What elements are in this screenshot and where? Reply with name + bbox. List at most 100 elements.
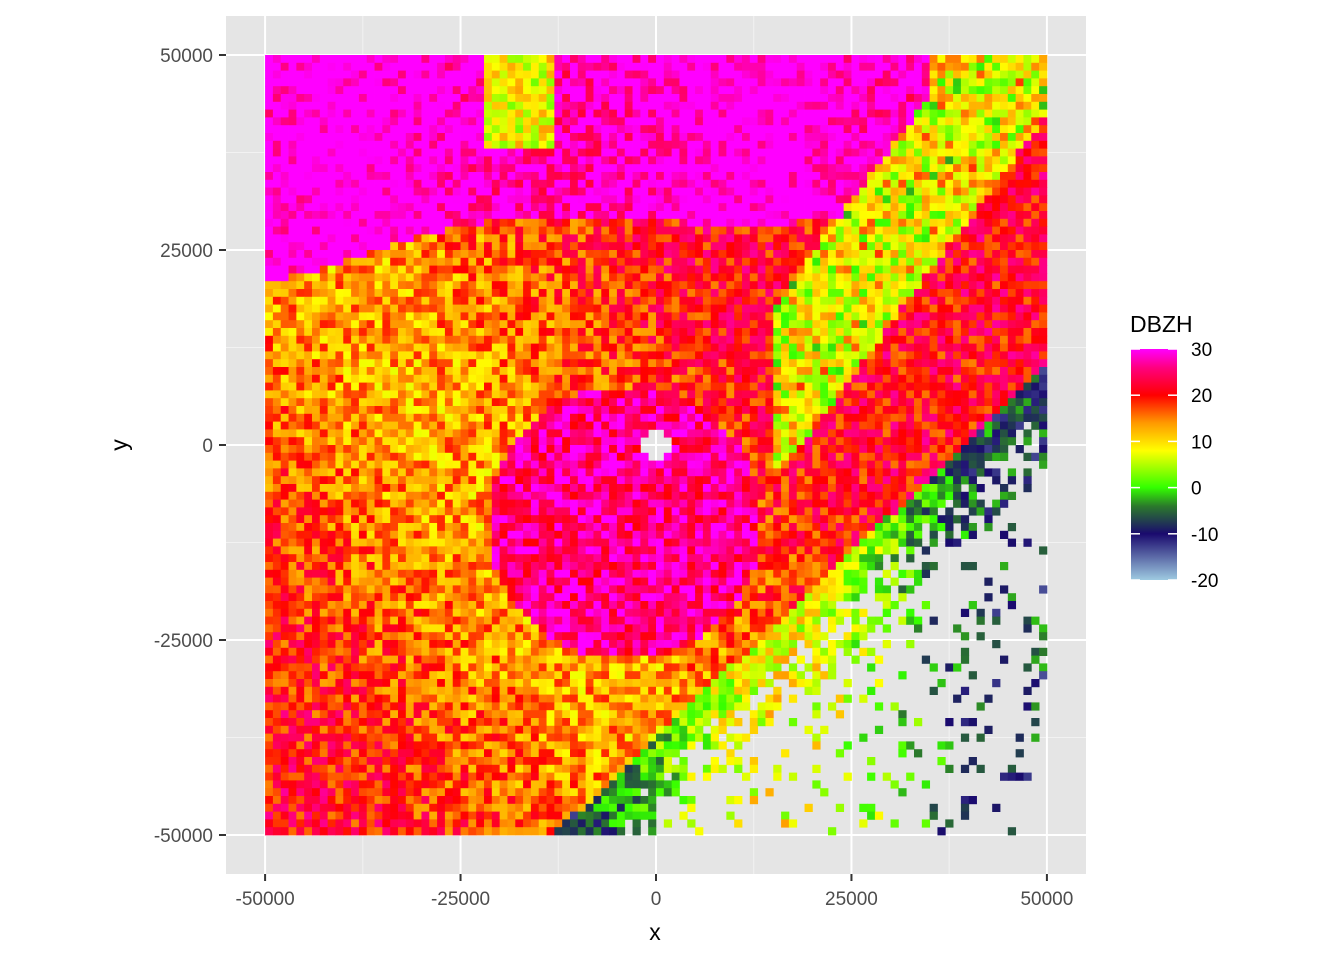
raster-cell <box>805 398 813 406</box>
raster-cell <box>1023 305 1031 313</box>
raster-cell <box>812 63 820 71</box>
raster-cell <box>1031 211 1039 219</box>
raster-cell <box>554 94 562 102</box>
raster-cell <box>398 273 406 281</box>
raster-cell <box>726 281 734 289</box>
raster-cell <box>453 414 461 422</box>
raster-cell <box>1023 359 1031 367</box>
raster-cell <box>851 71 859 79</box>
raster-cell <box>492 266 500 274</box>
raster-cell <box>992 297 1000 305</box>
raster-cell <box>969 78 977 86</box>
raster-cell <box>726 398 734 406</box>
raster-cell <box>633 156 641 164</box>
raster-cell <box>679 125 687 133</box>
raster-cell <box>773 281 781 289</box>
raster-cell <box>570 414 578 422</box>
raster-cell <box>961 367 969 375</box>
raster-cell <box>633 390 641 398</box>
raster-cell <box>851 117 859 125</box>
raster-cell <box>1000 406 1008 414</box>
raster-cell <box>265 110 273 118</box>
raster-cell <box>367 141 375 149</box>
raster-cell <box>984 133 992 141</box>
raster-cell <box>461 94 469 102</box>
raster-cell <box>969 383 977 391</box>
raster-cell <box>719 390 727 398</box>
raster-cell <box>719 422 727 430</box>
raster-cell <box>906 195 914 203</box>
raster-cell <box>359 180 367 188</box>
raster-cell <box>398 55 406 63</box>
raster-cell <box>289 336 297 344</box>
raster-cell <box>789 320 797 328</box>
raster-cell <box>398 227 406 235</box>
raster-cell <box>343 117 351 125</box>
raster-cell <box>1039 195 1047 203</box>
raster-cell <box>711 406 719 414</box>
raster-cell <box>789 422 797 430</box>
raster-cell <box>445 110 453 118</box>
raster-cell <box>531 383 539 391</box>
raster-cell <box>1008 227 1016 235</box>
raster-cell <box>359 156 367 164</box>
raster-cell <box>586 172 594 180</box>
raster-cell <box>859 437 867 445</box>
raster-cell <box>1023 180 1031 188</box>
raster-cell <box>1023 258 1031 266</box>
raster-cell <box>695 188 703 196</box>
raster-cell <box>476 203 484 211</box>
raster-cell <box>648 390 656 398</box>
raster-cell <box>726 110 734 118</box>
raster-cell <box>500 312 508 320</box>
raster-cell <box>719 78 727 86</box>
raster-cell <box>601 312 609 320</box>
raster-cell <box>461 133 469 141</box>
raster-cell <box>547 242 555 250</box>
raster-cell <box>992 180 1000 188</box>
raster-cell <box>273 320 281 328</box>
raster-cell <box>445 297 453 305</box>
raster-cell <box>523 406 531 414</box>
raster-cell <box>914 406 922 414</box>
raster-cell <box>703 297 711 305</box>
raster-cell <box>977 234 985 242</box>
raster-cell <box>390 390 398 398</box>
raster-cell <box>554 297 562 305</box>
raster-cell <box>578 375 586 383</box>
raster-cell <box>922 336 930 344</box>
raster-cell <box>805 383 813 391</box>
raster-cell <box>711 86 719 94</box>
raster-cell <box>343 172 351 180</box>
raster-cell <box>515 203 523 211</box>
raster-cell <box>359 86 367 94</box>
raster-cell <box>492 110 500 118</box>
raster-cell <box>945 297 953 305</box>
raster-cell <box>328 289 336 297</box>
raster-cell <box>601 110 609 118</box>
raster-cell <box>875 125 883 133</box>
raster-cell <box>453 336 461 344</box>
raster-cell <box>758 258 766 266</box>
raster-cell <box>281 312 289 320</box>
raster-cell <box>351 234 359 242</box>
raster-cell <box>969 125 977 133</box>
raster-cell <box>859 63 867 71</box>
raster-cell <box>593 211 601 219</box>
raster-cell <box>898 149 906 157</box>
raster-cell <box>679 55 687 63</box>
raster-cell <box>1008 289 1016 297</box>
raster-cell <box>875 63 883 71</box>
raster-cell <box>461 367 469 375</box>
raster-cell <box>289 180 297 188</box>
raster-cell <box>930 351 938 359</box>
raster-cell <box>625 133 633 141</box>
raster-cell <box>742 63 750 71</box>
raster-cell <box>390 422 398 430</box>
raster-cell <box>507 398 515 406</box>
raster-cell <box>828 281 836 289</box>
raster-cell <box>984 180 992 188</box>
raster-cell <box>484 297 492 305</box>
raster-cell <box>898 164 906 172</box>
raster-cell <box>679 71 687 79</box>
